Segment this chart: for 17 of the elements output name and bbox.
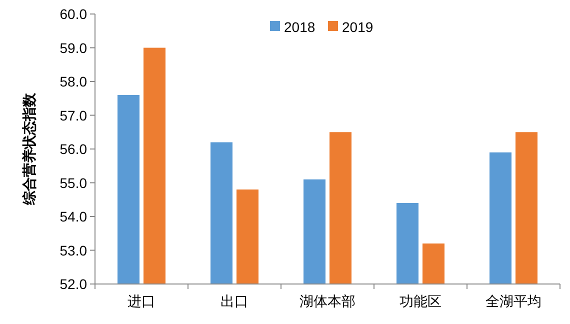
x-tick-label: 全湖平均	[486, 293, 542, 309]
y-axis-title: 综合营养状态指数	[21, 92, 37, 206]
y-tick-label: 59.0	[60, 40, 88, 56]
x-tick-label: 进口	[128, 293, 156, 309]
y-tick-label: 53.0	[60, 242, 88, 258]
x-tick-label: 湖体本部	[300, 293, 356, 309]
x-tick-label: 出口	[220, 293, 248, 309]
x-tick-label: 功能区	[400, 293, 442, 309]
y-tick-label: 52.0	[60, 276, 88, 292]
legend-label: 2018	[284, 19, 316, 35]
legend-label: 2019	[342, 19, 374, 35]
y-tick-label: 60.0	[60, 6, 88, 22]
y-tick-label: 58.0	[60, 74, 88, 90]
y-tick-label: 57.0	[60, 107, 88, 124]
y-tick-label: 56.0	[60, 141, 88, 157]
y-tick-label: 55.0	[60, 174, 88, 191]
y-tick-label: 54.0	[60, 208, 88, 224]
